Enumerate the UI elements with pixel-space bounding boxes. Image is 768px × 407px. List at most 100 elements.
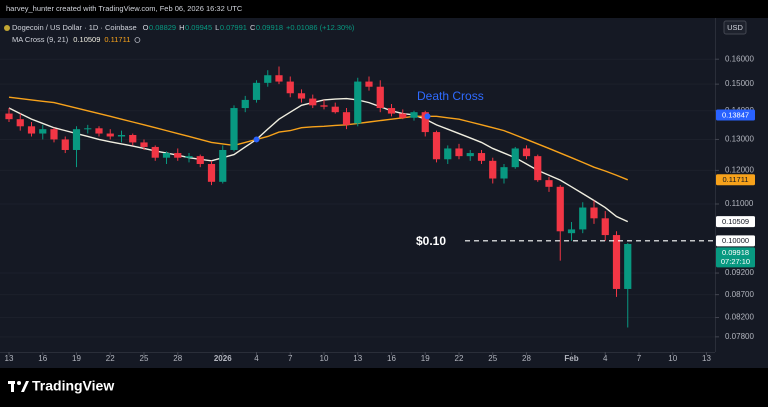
x-tick-label: 7: [288, 354, 293, 363]
candle-body: [545, 180, 553, 187]
price-badge-label: 0.09918: [722, 248, 749, 257]
candle-body: [466, 153, 474, 157]
price-badge: [716, 174, 755, 186]
candle-body: [275, 75, 283, 82]
candle-body: [489, 160, 497, 179]
candle-body: [219, 149, 227, 182]
candle-body: [387, 108, 396, 114]
x-tick-label: 22: [455, 354, 464, 363]
x-tick-label: 25: [140, 354, 149, 363]
x-tick-label: 13: [5, 354, 14, 363]
y-tick-label: 0.15000: [725, 79, 754, 88]
candle-body: [612, 235, 621, 289]
legend-text: 0.07991: [220, 23, 247, 32]
x-tick-label: 19: [421, 354, 430, 363]
candle-body: [455, 148, 463, 157]
candle-body: [534, 156, 542, 181]
plot: Death Cross $0.10: [0, 58, 715, 338]
y-tick-label: 0.13000: [725, 135, 754, 144]
x-tick-label: 10: [320, 354, 329, 363]
x-tick-label: 10: [668, 354, 677, 363]
candle-body: [95, 128, 103, 134]
candle-body: [185, 156, 193, 158]
candle-body: [264, 75, 272, 83]
x-tick-label: 22: [106, 354, 115, 363]
candle-body: [399, 113, 407, 118]
legend-text: MA Cross (9, 21): [12, 35, 69, 44]
y-tick-label: 0.08200: [725, 313, 754, 322]
candle-body: [230, 108, 238, 150]
candle-body: [39, 129, 47, 134]
x-tick-label: 7: [637, 354, 642, 363]
x-tick-label: 13: [353, 354, 362, 363]
candle-body: [162, 153, 171, 158]
legend-text: H: [179, 23, 184, 32]
credit: harvey_hunter created with TradingView.c…: [6, 4, 243, 13]
price-badge-label: 0.10509: [722, 217, 749, 226]
candle-body: [432, 132, 441, 160]
candle-body: [5, 113, 13, 120]
x-tick-label: 4: [603, 354, 608, 363]
x-tick-label: 13: [702, 354, 711, 363]
x-tick-label: 16: [38, 354, 47, 363]
legend-text: 0.09918: [256, 23, 283, 32]
brand-logo: [8, 381, 29, 392]
candle-body: [320, 105, 328, 107]
y-tick-label: 0.16000: [725, 54, 754, 63]
candle-body: [72, 129, 81, 150]
chart-background: [0, 18, 768, 368]
candle-body: [27, 126, 36, 134]
candle-body: [477, 153, 486, 161]
logo-part: [21, 381, 29, 392]
candle-body: [140, 142, 148, 147]
candle-body: [421, 112, 429, 133]
x-tick-label: 19: [72, 354, 81, 363]
overlay: 0.160000.150000.140000.130000.120000.110…: [5, 23, 755, 363]
y-tick-label: 0.12000: [725, 165, 754, 174]
x-tick-label: 25: [488, 354, 497, 363]
candle-body: [624, 244, 632, 289]
candle-body: [196, 156, 204, 164]
candle-body: [252, 82, 261, 100]
candle-body: [410, 112, 418, 118]
candle-body: [50, 129, 58, 140]
candle-body: [500, 167, 508, 179]
legend-text: 0.11711: [104, 35, 130, 44]
legend-text: L: [215, 23, 219, 32]
currency: USD: [727, 23, 743, 32]
ma-line: [8, 96, 629, 181]
candle-body: [151, 146, 159, 158]
candle-body: [61, 139, 69, 150]
candle-body: [174, 153, 182, 158]
cross-marker: [253, 136, 260, 143]
price-badge-sublabel: 07:27:10: [721, 257, 750, 266]
candle-body: [511, 148, 519, 168]
logo-part: [11, 381, 14, 392]
candle-body: [342, 112, 351, 125]
coin-icon: [4, 25, 10, 31]
candle-body: [129, 135, 137, 143]
candle-body: [286, 81, 294, 94]
x-tick-label: 16: [387, 354, 396, 363]
legend-text: O: [143, 23, 149, 32]
candle-body: [579, 207, 587, 230]
x-tick-label: 28: [173, 354, 182, 363]
annotation: $0.10: [416, 234, 446, 248]
legend-text: 0.08829: [149, 23, 176, 32]
y-tick-label: 0.08700: [725, 290, 754, 299]
x-tick-label: 4: [254, 354, 259, 363]
cross-marker: [424, 113, 431, 120]
legend-text: 0.09945: [185, 23, 212, 32]
candle-body: [601, 218, 609, 236]
x-tick-label: 2026: [214, 354, 232, 363]
legend-text: +0.01086 (+12.30%): [286, 23, 355, 32]
price-badge: [716, 247, 755, 268]
candle-body: [444, 148, 452, 160]
y-tick-label: 0.07800: [725, 332, 754, 341]
candle-body: [117, 135, 126, 137]
legend-text: Dogecoin / US Dollar · 1D · Coinbase: [12, 23, 137, 32]
candle-body: [16, 119, 24, 127]
candle-body: [84, 128, 92, 130]
candle-body: [297, 93, 306, 99]
